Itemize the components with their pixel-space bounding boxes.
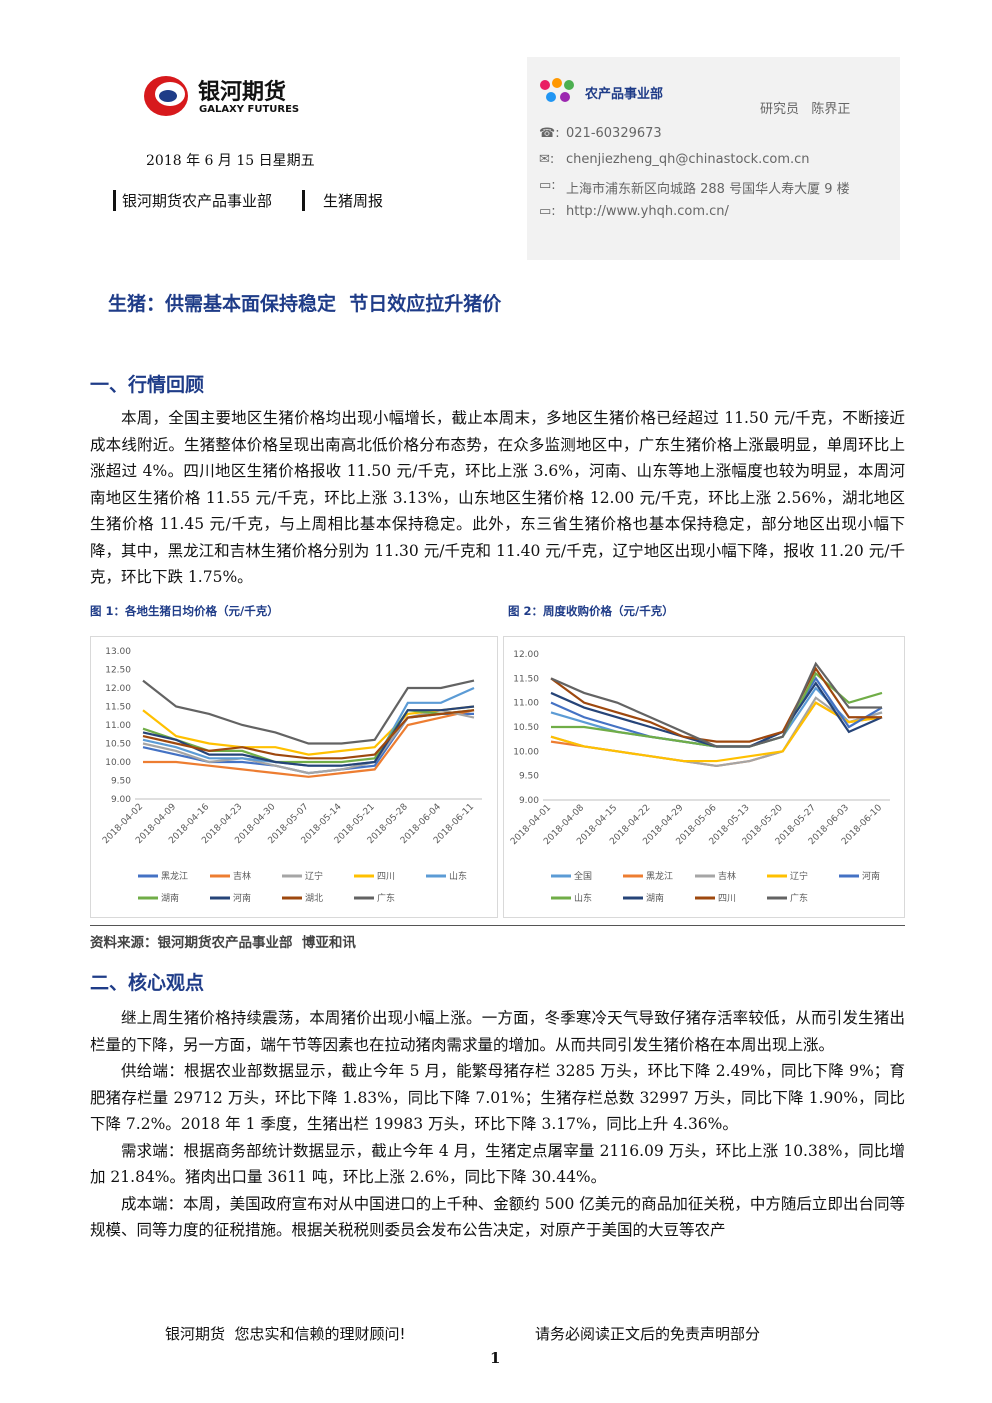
series-line <box>550 661 882 748</box>
footer-disclaimer: 请务必阅读正文后的免责声明部分 <box>535 1325 761 1343</box>
analyst: 研究员 陈界正 <box>760 102 851 117</box>
chart-frame <box>503 636 905 918</box>
y-tick-label: 9.50 <box>519 772 539 782</box>
series-line <box>142 705 475 767</box>
legend-label: 辽宁 <box>790 870 808 882</box>
rule <box>90 925 905 926</box>
series-line <box>550 701 883 763</box>
y-tick-label: 11.50 <box>513 674 539 684</box>
y-tick-label: 9.00 <box>111 795 131 805</box>
dept-icon <box>540 78 574 102</box>
y-tick-label: 11.50 <box>105 703 131 713</box>
url: http://www.yhqh.com.cn/ <box>566 204 729 219</box>
page-number: 1 <box>490 1349 501 1367</box>
phone-icon: ☎: <box>539 126 560 141</box>
y-tick-label: 13.00 <box>105 647 131 657</box>
email: chenjiezheng_qh@chinastock.com.cn <box>566 152 810 167</box>
date: 2018 年 6 月 15 日星期五 <box>146 153 315 169</box>
chart: 9.009.5010.0010.5011.0011.5012.002018-04… <box>503 636 905 918</box>
contact-box: 农产品事业部 研究员 陈界正 ☎: 021-60329673 ✉: chenji… <box>527 57 900 260</box>
dept: 银河期货农产品事业部 <box>113 190 272 211</box>
y-tick-label: 12.00 <box>105 684 131 694</box>
y-tick-label: 10.50 <box>513 723 539 733</box>
legend-label: 四川 <box>377 872 395 882</box>
section-body: 继上周生猪价格持续震荡，本周猪价出现小幅上涨。一方面，冬季寒冷天气导致仔猪存活率… <box>90 1005 905 1244</box>
y-tick-label: 11.00 <box>513 699 539 709</box>
legend-label: 广东 <box>377 892 395 904</box>
footer-slogan: 银河期货 您忠实和信赖的理财顾问! <box>165 1325 406 1343</box>
email-icon: ✉: <box>539 152 555 167</box>
paragraph: 成本端：本周，美国政府宣布对从中国进口的上千种、金额约 500 亿美元的商品加征… <box>90 1194 905 1240</box>
legend-label: 河南 <box>862 870 880 882</box>
figure-caption: 图 1：各地生猪日均价格（元/千克） <box>90 604 279 618</box>
legend-label: 河南 <box>233 892 251 904</box>
chart: 9.00 9.50 10.00 10.50 11.00 11.50 12.00 12.50 13… <box>90 636 498 918</box>
y-tick-label: 9.00 <box>519 796 539 806</box>
legend-label: 辽宁 <box>305 870 323 882</box>
report-title: 生猪：供需基本面保持稳定 节日效应拉升猪价 <box>108 293 502 315</box>
legend-label: 山东 <box>574 892 592 904</box>
legend-label: 广东 <box>790 892 808 904</box>
section-heading: 二、核心观点 <box>90 972 205 994</box>
y-tick-label: 10.00 <box>513 747 539 757</box>
legend-label: 吉林 <box>718 870 736 882</box>
figure-caption: 图 2：周度收购价格（元/千克） <box>508 604 674 618</box>
y-tick-label: 12.00 <box>513 650 539 660</box>
chart-frame <box>90 636 498 918</box>
legend-label: 黑龙江 <box>646 870 673 882</box>
y-tick-label: 10.00 <box>105 758 131 768</box>
y-tick-label: 11.00 <box>105 721 131 731</box>
url-icon: ▭: <box>539 204 556 219</box>
logo-cn: 银河期货 <box>198 80 287 105</box>
section-heading: 一、行情回顾 <box>90 374 205 396</box>
series-line <box>142 679 475 745</box>
paragraph: 供给端：根据农业部数据显示，截止今年 5 月，能繁母猪存栏 3285 万头，环比… <box>90 1062 905 1133</box>
paragraph: 继上周生猪价格持续震荡，本周猪价出现小幅上涨。一方面，冬季寒冷天气导致仔猪存活率… <box>90 1009 905 1054</box>
address: 上海市浦东新区向城路 288 号国华人寿大厦 9 楼 <box>566 182 850 197</box>
y-tick-label: 9.50 <box>111 777 131 787</box>
address-icon: ▭: <box>539 178 556 193</box>
report-type: 生猪周报 <box>302 190 383 211</box>
y-tick-label: 10.50 <box>105 740 131 750</box>
logo-mark <box>144 76 188 116</box>
legend-label: 四川 <box>718 894 736 904</box>
legend-label: 山东 <box>449 870 467 882</box>
phone: 021-60329673 <box>566 126 662 141</box>
legend-label: 湖南 <box>646 892 664 904</box>
series-line <box>142 709 475 764</box>
series-line <box>142 709 475 760</box>
series-line <box>143 709 475 778</box>
dept-logo-text: 农产品事业部 <box>585 87 664 102</box>
legend-label: 黑龙江 <box>161 870 188 882</box>
paragraph: 需求端：根据商务部统计数据显示，截止今年 4 月，生猪定点屠宰量 2116.09… <box>90 1141 905 1187</box>
logo-en: GALAXY FUTURES <box>199 104 300 115</box>
series-line <box>550 666 882 743</box>
series-line <box>142 705 475 756</box>
legend-label: 吉林 <box>233 870 251 882</box>
legend-label: 湖南 <box>161 892 179 904</box>
legend-label: 全国 <box>574 870 592 882</box>
paragraph: 本周，全国主要地区生猪价格均出现小幅增长，截止本周末，多地区生猪价格已经超过 1… <box>90 409 905 586</box>
source: 资料来源：银河期货农产品事业部 博亚和讯 <box>90 935 356 951</box>
series-line <box>142 709 475 775</box>
y-tick-label: 12.50 <box>105 666 131 676</box>
legend-label: 湖北 <box>305 893 323 904</box>
